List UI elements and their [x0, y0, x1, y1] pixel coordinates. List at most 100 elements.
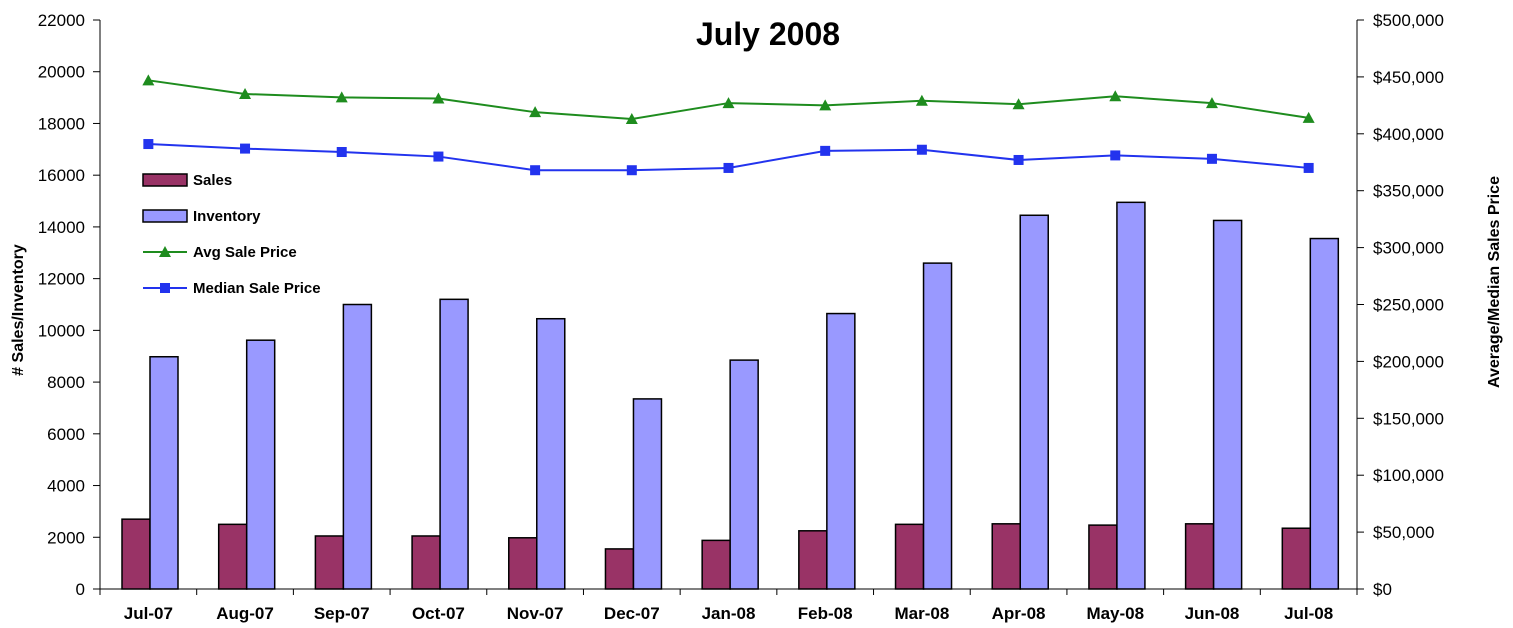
x-tick-label: Aug-07 [216, 604, 274, 623]
y-tick-label: 12000 [38, 270, 85, 289]
inventory-bar [536, 317, 566, 590]
inventory-bar [1116, 201, 1146, 590]
inventory-bar [245, 339, 276, 590]
legend-label-sales: Sales [193, 172, 232, 189]
legend-marker-avg-sale-price [159, 246, 171, 257]
y2-tick-label: $350,000 [1373, 182, 1444, 201]
sales-bar [411, 535, 441, 590]
inventory-bar [342, 303, 373, 590]
y-tick-label: 10000 [38, 321, 85, 340]
median-sale-price-point [820, 145, 831, 156]
inventory-bar [632, 398, 663, 590]
avg-sale-price-point [142, 74, 155, 86]
sales-bar [701, 539, 731, 590]
median-sale-price-point [723, 162, 734, 173]
x-tick-label: Jan-08 [702, 604, 756, 623]
x-tick-label: Apr-08 [992, 604, 1046, 623]
median-sale-price-point [1110, 150, 1121, 161]
avg-sale-price-point [1302, 111, 1315, 123]
avg-sale-price-point [432, 92, 445, 104]
sales-bar [1088, 524, 1118, 590]
y-tick-label: 20000 [38, 63, 85, 82]
inventory-bar [729, 359, 759, 590]
y2-tick-label: $150,000 [1373, 409, 1444, 428]
median-sale-price-point [336, 147, 347, 158]
y-tick-label: 14000 [38, 218, 85, 237]
avg-sale-price-point [819, 99, 832, 111]
legend-swatch-sales [142, 173, 188, 187]
y2-tick-label: $300,000 [1373, 239, 1444, 258]
inventory-bar [1309, 237, 1340, 590]
y-tick-label: 6000 [47, 425, 85, 444]
legend-label-inventory: Inventory [193, 208, 261, 225]
y2-tick-label: $0 [1373, 580, 1392, 599]
x-tick-label: Nov-07 [507, 604, 564, 623]
inventory-bar [1019, 214, 1049, 590]
avg-sale-price-point [625, 113, 638, 125]
sales-bar [314, 535, 345, 590]
x-tick-label: Mar-08 [894, 604, 949, 623]
sales-bar [217, 523, 248, 590]
sales-bar [798, 530, 828, 590]
y-tick-label: 2000 [47, 528, 85, 547]
y2-tick-label: $100,000 [1373, 466, 1444, 485]
legend: Sales Inventory Avg Sale Price Median Sale … [142, 172, 321, 297]
y2-tick-label: $50,000 [1373, 523, 1434, 542]
y-tick-label: 16000 [38, 166, 85, 185]
median-sale-price-point [1206, 153, 1217, 164]
inventory-bar [439, 298, 469, 590]
bars-layer [121, 201, 1340, 590]
sales-bar [1281, 527, 1312, 590]
x-tick-label: Oct-07 [412, 604, 465, 623]
y2-axis-label: Average/Median Sales Price [1486, 176, 1503, 388]
y-tick-label: 4000 [47, 477, 85, 496]
sales-bar [604, 548, 635, 590]
median-sale-price-point [143, 139, 154, 150]
y-axis-label: # Sales/Inventory [10, 244, 27, 376]
median-sale-price-point [916, 144, 927, 155]
median-sale-price-point [1013, 154, 1024, 165]
sales-bar [894, 523, 925, 590]
axes-layer: 0 2000 4000 6000 8000 10000 12000 14000 16000 180… [38, 11, 1444, 623]
median-sale-price-point [240, 143, 251, 154]
avg-sale-price-point [1109, 90, 1122, 102]
avg-sale-price-point [335, 91, 348, 103]
x-tick-label: Sep-07 [314, 604, 370, 623]
x-tick-label: Jul-08 [1284, 604, 1333, 623]
median-sale-price-point [626, 165, 637, 176]
avg-sale-price-point [529, 106, 542, 118]
y2-tick-label: $450,000 [1373, 68, 1444, 87]
y2-tick-label: $400,000 [1373, 125, 1444, 144]
sales-bar [991, 523, 1021, 590]
avg-sale-price-point [1205, 97, 1218, 109]
chart-title: July 2008 [696, 16, 840, 52]
y-tick-label: 18000 [38, 114, 85, 133]
avg-sale-price-point [722, 97, 735, 109]
legend-swatch-inventory [142, 209, 188, 223]
sales-bar [1184, 523, 1215, 590]
x-tick-label: Jul-07 [124, 604, 173, 623]
x-tick-label: May-08 [1086, 604, 1144, 623]
avg-sale-price-point [1012, 98, 1025, 110]
legend-label-median-sale-price: Median Sale Price [193, 280, 321, 297]
avg-sale-price-point [915, 94, 928, 106]
y-tick-label: 0 [76, 580, 85, 599]
median-sale-price-point [433, 151, 444, 162]
inventory-bar [826, 312, 856, 590]
sales-bar [121, 518, 151, 590]
x-tick-label: Dec-07 [604, 604, 660, 623]
inventory-bar [149, 355, 179, 590]
median-sale-price-point [1303, 162, 1314, 173]
avg-sale-price-point [239, 87, 252, 99]
inventory-bar [1212, 219, 1243, 590]
y-tick-label: 8000 [47, 373, 85, 392]
x-tick-label: Jun-08 [1185, 604, 1240, 623]
y2-tick-label: $200,000 [1373, 352, 1444, 371]
y-tick-label: 22000 [38, 11, 85, 30]
median-sale-price-point [530, 165, 541, 176]
inventory-bar [922, 262, 953, 590]
y2-tick-label: $250,000 [1373, 296, 1444, 315]
sales-bar [508, 537, 538, 590]
